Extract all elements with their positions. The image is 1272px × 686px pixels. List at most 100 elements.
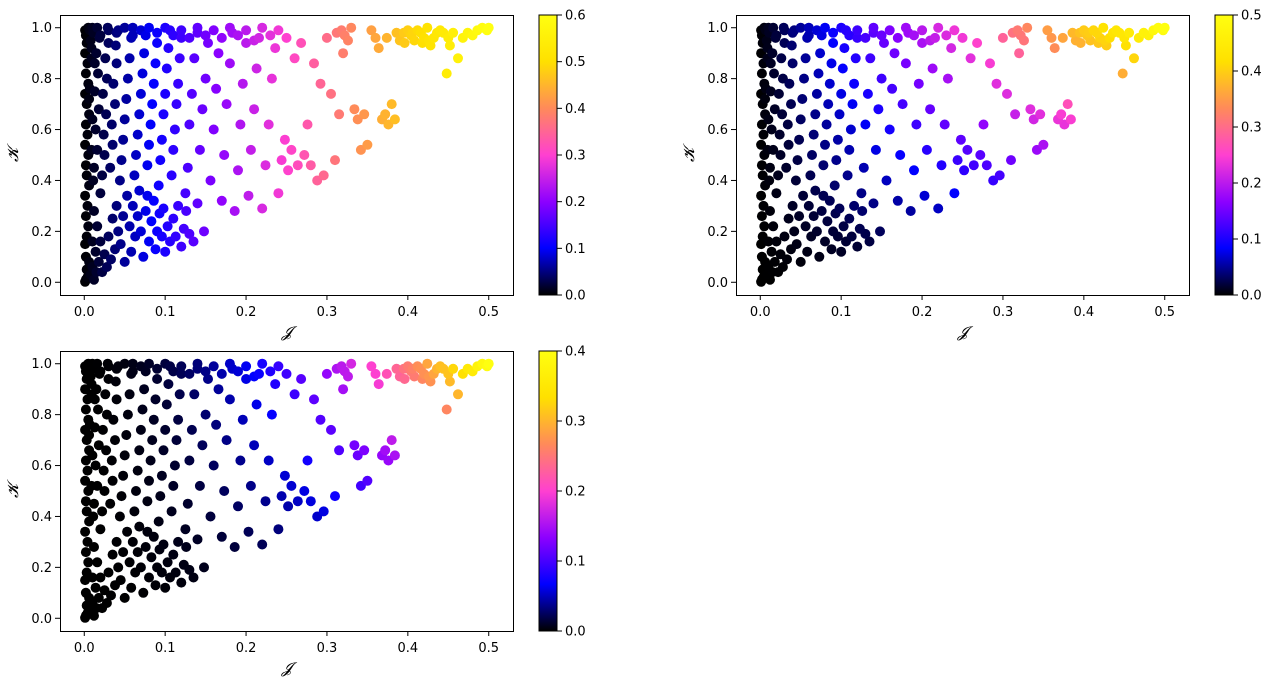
data-point: [203, 374, 213, 384]
data-point: [803, 22, 814, 33]
data-point: [213, 384, 224, 395]
data-point: [192, 22, 203, 33]
data-point: [933, 22, 944, 33]
data-point: [959, 165, 970, 176]
data-point: [425, 40, 436, 51]
data-point: [188, 572, 199, 583]
data-point: [127, 536, 138, 547]
data-point: [100, 389, 111, 400]
data-point: [138, 587, 149, 598]
data-point: [997, 32, 1008, 43]
data-point: [270, 43, 281, 54]
data-point: [346, 358, 357, 369]
data-point: [868, 22, 879, 33]
data-point: [917, 38, 928, 48]
data-point: [779, 231, 790, 242]
data-point: [219, 150, 230, 160]
data-point: [140, 542, 151, 552]
data-point: [135, 88, 146, 99]
data-point: [330, 491, 340, 502]
data-point: [124, 389, 135, 400]
data-point: [97, 88, 108, 99]
data-point: [900, 22, 911, 33]
data-point: [200, 73, 211, 84]
data-point: [276, 491, 287, 502]
data-point: [453, 53, 463, 64]
data-point: [838, 221, 849, 232]
data-point: [820, 139, 830, 150]
colorbar-tick-label: 0.3: [1241, 121, 1262, 136]
data-point: [93, 104, 104, 115]
data-point: [99, 150, 110, 160]
data-point: [171, 435, 182, 446]
data-point: [925, 104, 936, 115]
data-point: [233, 30, 243, 41]
data-point: [389, 450, 400, 461]
data-point: [1129, 53, 1139, 64]
data-point: [1098, 22, 1109, 33]
data-point: [309, 394, 319, 405]
colorbar: 0.0 0.1 0.2 0.3 0.4: [538, 345, 586, 640]
data-point: [767, 48, 778, 59]
data-point: [134, 185, 145, 196]
data-point: [756, 68, 767, 79]
data-point: [265, 366, 276, 377]
data-point: [103, 231, 114, 242]
data-point: [161, 63, 172, 74]
data-point: [162, 557, 173, 568]
y-tick-label: 0.8: [31, 408, 52, 423]
data-point: [89, 274, 99, 285]
y-tick-label: 1.0: [31, 357, 52, 372]
data-point: [260, 160, 271, 171]
data-point: [176, 241, 187, 252]
data-point: [91, 48, 102, 59]
data-point: [321, 32, 332, 43]
data-point: [852, 241, 863, 252]
data-point: [184, 119, 195, 130]
data-point: [131, 486, 141, 496]
data-point: [168, 213, 179, 224]
data-point: [101, 109, 112, 120]
scatter-points: [756, 22, 1170, 287]
data-point: [811, 226, 822, 237]
data-point: [276, 155, 287, 166]
data-point: [781, 162, 792, 173]
data-point: [815, 48, 826, 59]
data-point: [205, 175, 216, 186]
data-point: [89, 498, 99, 509]
data-point: [108, 414, 119, 425]
data-point: [800, 221, 811, 232]
data-point: [221, 435, 232, 446]
data-point: [169, 124, 180, 135]
scatter-points: [80, 22, 494, 287]
data-point: [101, 262, 112, 272]
data-point: [89, 86, 100, 97]
data-point: [797, 94, 808, 104]
data-point: [150, 394, 161, 405]
data-point: [176, 368, 187, 379]
data-point: [152, 38, 163, 48]
data-point: [100, 53, 111, 64]
data-point: [106, 119, 117, 130]
data-point: [156, 231, 167, 242]
data-point: [765, 58, 776, 69]
data-point: [93, 404, 103, 415]
data-point: [84, 430, 95, 440]
data-point: [148, 414, 159, 425]
data-point: [453, 389, 463, 400]
colorbar-tick-label: 0.2: [1241, 177, 1262, 192]
data-point: [281, 368, 292, 379]
data-point: [779, 25, 790, 36]
data-point: [233, 501, 243, 512]
y-tick-label: 0.2: [31, 561, 52, 576]
data-point: [824, 195, 835, 206]
data-point: [107, 213, 118, 224]
data-point: [113, 226, 124, 237]
data-point: [176, 25, 187, 36]
data-point: [237, 414, 248, 425]
data-point: [330, 155, 340, 166]
data-point: [124, 53, 135, 64]
data-point: [89, 58, 100, 69]
data-point: [139, 384, 150, 395]
data-point: [93, 68, 103, 79]
